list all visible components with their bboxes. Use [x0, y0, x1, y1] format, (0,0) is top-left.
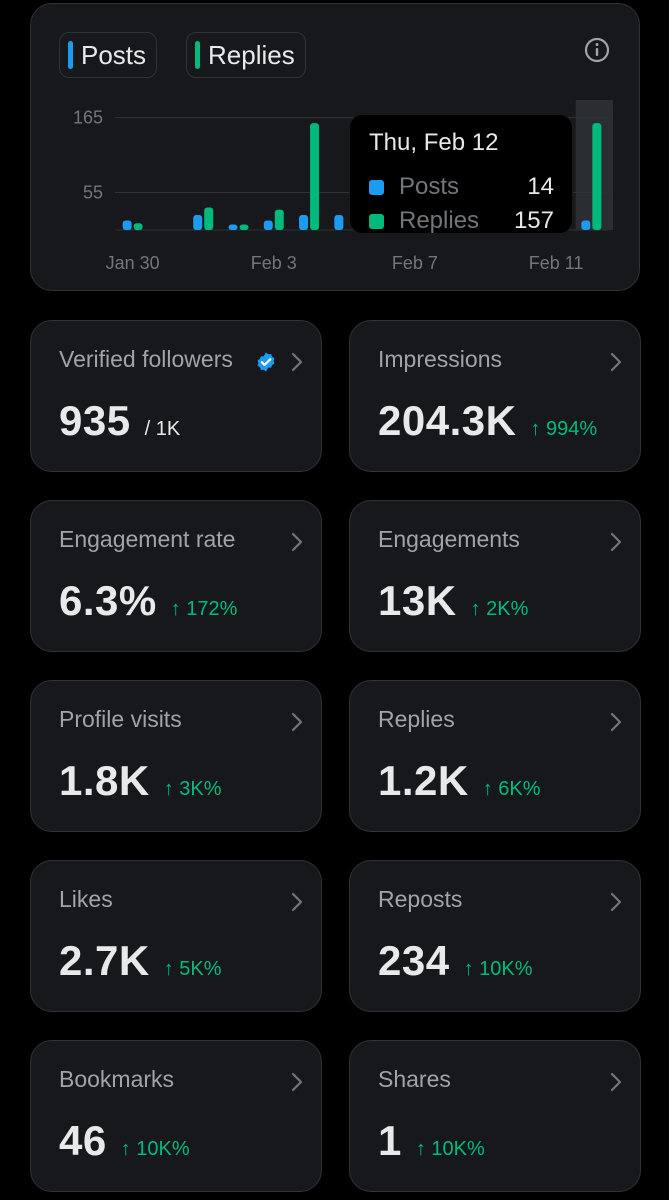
chevron-right-icon[interactable]	[608, 1071, 624, 1093]
metric-label: Likes	[59, 886, 113, 912]
metric-label: Reposts	[378, 886, 463, 912]
metric-total: / 1K	[144, 418, 181, 440]
metric-value: 1.2K	[378, 757, 469, 804]
metric-value: 204.3K	[378, 397, 517, 444]
metric-card-likes[interactable]: Likes 2.7K ↑ 5K%	[30, 860, 322, 1012]
metric-label: Shares	[378, 1066, 451, 1092]
metric-value: 13K	[378, 577, 457, 624]
metric-value: 46	[59, 1117, 107, 1164]
metric-change: ↑ 10K%	[120, 1138, 190, 1160]
bar-replies-feb-4[interactable]	[310, 123, 320, 230]
bar-posts-feb-3[interactable]	[263, 220, 273, 230]
metric-card-engagements[interactable]: Engagements 13K ↑ 2K%	[349, 500, 641, 652]
info-icon[interactable]	[583, 36, 611, 64]
metric-label: Profile visits	[59, 706, 182, 732]
y-tick-label: 165	[73, 108, 103, 128]
tooltip-posts-value: 14	[527, 173, 554, 200]
tooltip-replies-value: 157	[513, 207, 554, 234]
chevron-right-icon[interactable]	[608, 891, 624, 913]
tooltip-replies-label: Replies	[399, 207, 480, 234]
x-tick-label: Jan 30	[106, 253, 160, 273]
bar-replies-jan-30[interactable]	[133, 223, 143, 230]
metric-change: ↑ 2K%	[470, 598, 529, 620]
tooltip-replies-row: Replies 157	[369, 206, 554, 236]
metric-value-row: 46 ↑ 10K%	[59, 1117, 190, 1165]
x-tick-label: Feb 3	[251, 253, 297, 273]
metric-change: ↑ 6K%	[482, 778, 541, 800]
tooltip-replies-swatch	[369, 213, 384, 229]
metric-label: Bookmarks	[59, 1066, 175, 1092]
metric-label: Replies	[378, 706, 455, 732]
legend-posts-toggle[interactable]: Posts	[59, 32, 158, 78]
metric-label: Engagements	[378, 526, 520, 552]
tooltip-posts-label: Posts	[399, 173, 460, 200]
metric-card-engagement-rate[interactable]: Engagement rate 6.3% ↑ 172%	[30, 500, 322, 652]
bar-replies-feb-1[interactable]	[204, 207, 214, 230]
metric-value: 234	[378, 937, 450, 984]
metric-value-row: 935 / 1K	[59, 397, 180, 445]
metric-card-verified-followers[interactable]: Verified followers 935 / 1K	[30, 320, 322, 472]
metric-value: 935	[59, 397, 131, 444]
legend-posts-label: Posts	[81, 39, 147, 70]
metric-card-bookmarks[interactable]: Bookmarks 46 ↑ 10K%	[30, 1040, 322, 1192]
x-tick-label: Feb 7	[392, 253, 438, 273]
metric-change: ↑ 994%	[530, 418, 598, 440]
bar-posts-feb-1[interactable]	[193, 215, 203, 230]
metric-value: 6.3%	[59, 577, 157, 624]
metric-change: ↑ 10K%	[463, 958, 533, 980]
chart-tooltip: Thu, Feb 12 Posts 14 Replies 157	[349, 114, 573, 234]
bar-replies-feb-2[interactable]	[239, 224, 249, 230]
metric-value-row: 1 ↑ 10K%	[378, 1117, 485, 1165]
metric-value-row: 204.3K ↑ 994%	[378, 397, 597, 445]
metric-value-row: 234 ↑ 10K%	[378, 937, 533, 985]
metric-card-replies[interactable]: Replies 1.2K ↑ 6K%	[349, 680, 641, 832]
metric-change: ↑ 3K%	[163, 778, 222, 800]
y-tick-label: 55	[83, 183, 103, 203]
verified-badge-icon	[257, 352, 275, 372]
bar-posts-jan-30[interactable]	[122, 220, 132, 230]
bar-replies-feb-12[interactable]	[592, 123, 602, 230]
chevron-right-icon[interactable]	[289, 1071, 305, 1093]
metric-value-row: 1.8K ↑ 3K%	[59, 757, 222, 805]
metric-change: ↑ 172%	[170, 598, 238, 620]
metric-card-reposts[interactable]: Reposts 234 ↑ 10K%	[349, 860, 641, 1012]
posts-color-swatch	[68, 41, 73, 69]
metric-value-row: 13K ↑ 2K%	[378, 577, 528, 625]
bar-posts-feb-5[interactable]	[334, 215, 344, 230]
chevron-right-icon[interactable]	[608, 351, 624, 373]
metric-card-shares[interactable]: Shares 1 ↑ 10K%	[349, 1040, 641, 1192]
metric-card-profile-visits[interactable]: Profile visits 1.8K ↑ 3K%	[30, 680, 322, 832]
chevron-right-icon[interactable]	[289, 531, 305, 553]
tooltip-date: Thu, Feb 12	[369, 129, 499, 156]
legend-replies-label: Replies	[208, 39, 295, 70]
metric-label: Impressions	[378, 346, 502, 372]
metric-label: Engagement rate	[59, 526, 236, 552]
chevron-right-icon[interactable]	[289, 891, 305, 913]
chevron-right-icon[interactable]	[608, 711, 624, 733]
metric-value-row: 1.2K ↑ 6K%	[378, 757, 541, 805]
tooltip-posts-row: Posts 14	[369, 172, 554, 202]
metric-value-row: 6.3% ↑ 172%	[59, 577, 237, 625]
bar-posts-feb-2[interactable]	[228, 224, 238, 230]
bar-posts-feb-4[interactable]	[299, 215, 309, 230]
legend-replies-toggle[interactable]: Replies	[186, 32, 306, 78]
tooltip-posts-swatch	[369, 179, 384, 195]
bar-posts-feb-12[interactable]	[581, 220, 591, 230]
metric-value-row: 2.7K ↑ 5K%	[59, 937, 222, 985]
activity-chart-card: Posts Replies 55 165 Jan 30 Feb 3 Feb 7 Feb 1…	[30, 3, 640, 291]
metric-label: Verified followers	[59, 346, 233, 372]
metric-card-impressions[interactable]: Impressions 204.3K ↑ 994%	[349, 320, 641, 472]
chevron-right-icon[interactable]	[289, 351, 305, 373]
metric-value: 2.7K	[59, 937, 150, 984]
metric-change: ↑ 5K%	[163, 958, 222, 980]
bar-replies-feb-3[interactable]	[274, 209, 284, 230]
metric-value: 1.8K	[59, 757, 150, 804]
chevron-right-icon[interactable]	[289, 711, 305, 733]
x-tick-label: Feb 11	[529, 253, 584, 273]
replies-color-swatch	[195, 41, 200, 69]
chevron-right-icon[interactable]	[608, 531, 624, 553]
metric-value: 1	[378, 1117, 402, 1164]
metric-change: ↑ 10K%	[415, 1138, 485, 1160]
